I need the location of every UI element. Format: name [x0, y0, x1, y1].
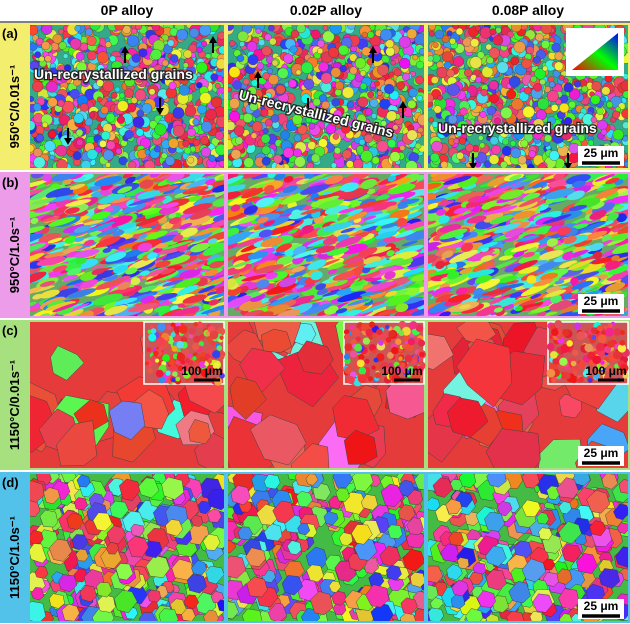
ebsd-map	[30, 25, 224, 168]
ebsd-map	[428, 474, 628, 621]
scale-bar	[578, 294, 624, 314]
row-label: (c)	[2, 323, 18, 338]
inset-scale-label: 100 μm	[381, 364, 422, 378]
row-condition: 1150°C/1.0s⁻¹	[7, 516, 22, 599]
scale-bar	[578, 446, 624, 466]
scale-label: 25 μm	[584, 146, 619, 160]
ipf-key	[566, 28, 624, 76]
scale-label: 25 μm	[584, 294, 619, 308]
row-condition: 1150°C/0.01s⁻¹	[7, 360, 22, 450]
column-header: 0.02P alloy	[290, 2, 362, 18]
scale-bar	[578, 599, 624, 619]
annotation: Un-recrystallized grains	[34, 66, 193, 82]
scale-label: 25 μm	[584, 446, 619, 460]
column-header: 0.08P alloy	[492, 2, 564, 18]
ebsd-map	[228, 174, 424, 316]
row-condition: 950°C/1.0s⁻¹	[7, 217, 22, 293]
inset-map	[143, 321, 226, 386]
scale-bar	[578, 146, 624, 166]
row-condition: 950°C/0.01s⁻¹	[7, 65, 22, 149]
scale-label: 25 μm	[584, 599, 619, 613]
ebsd-map	[30, 474, 224, 621]
inset-scale-label: 100 μm	[181, 364, 222, 378]
ebsd-map	[30, 174, 224, 316]
ebsd-map	[228, 25, 424, 168]
row-label: (d)	[2, 475, 19, 490]
inset-map	[342, 320, 427, 387]
ebsd-map	[228, 474, 424, 621]
ebsd-map	[428, 174, 628, 316]
row-label: (b)	[2, 175, 19, 190]
inset-scale-label: 100 μm	[585, 364, 626, 378]
column-header: 0P alloy	[101, 2, 154, 18]
row-label: (a)	[2, 26, 18, 41]
annotation: Un-recrystallized grains	[438, 120, 597, 136]
inset-map	[546, 320, 630, 385]
